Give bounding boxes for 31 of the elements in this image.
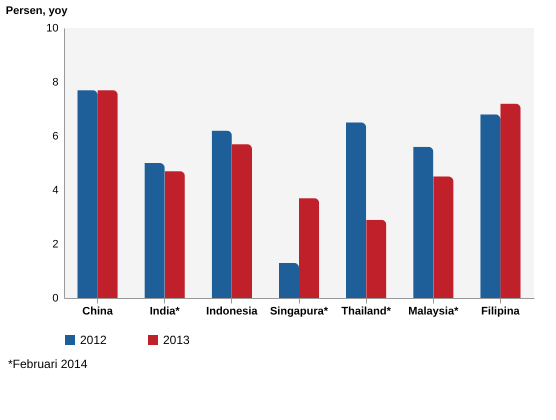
- bar: [232, 144, 252, 298]
- x-tick-label: India*: [150, 306, 180, 318]
- x-tick-label: Thailand*: [341, 306, 392, 318]
- bar: [77, 90, 98, 298]
- x-tick-label: Malaysia*: [408, 306, 460, 318]
- y-tick-label: 10: [46, 22, 58, 34]
- legend-label: 2012: [80, 333, 108, 347]
- y-tick-label: 2: [52, 238, 58, 250]
- bar: [299, 198, 320, 298]
- x-tick-label: China: [82, 306, 114, 318]
- bar: [433, 176, 454, 298]
- y-tick-label: 4: [52, 184, 58, 196]
- bar: [480, 114, 500, 298]
- x-tick-label: Singapura*: [270, 306, 329, 318]
- y-axis-title: Persen, yoy: [6, 5, 68, 17]
- bar: [413, 146, 434, 298]
- y-tick-label: 0: [52, 292, 58, 304]
- text: *Februari 2014: [8, 357, 88, 371]
- bar: [164, 171, 185, 298]
- bar: [366, 220, 386, 298]
- bar: [346, 122, 366, 298]
- bar: [212, 130, 232, 298]
- x-tick-label: Filipina: [481, 306, 521, 318]
- bar: [98, 90, 118, 298]
- bar: [144, 163, 165, 298]
- bar: [500, 104, 521, 298]
- y-tick-label: 8: [52, 76, 58, 88]
- bar: [278, 262, 299, 298]
- y-tick-label: 6: [52, 130, 58, 142]
- x-tick-label: Indonesia: [206, 306, 258, 318]
- legend-label: 2013: [163, 333, 190, 347]
